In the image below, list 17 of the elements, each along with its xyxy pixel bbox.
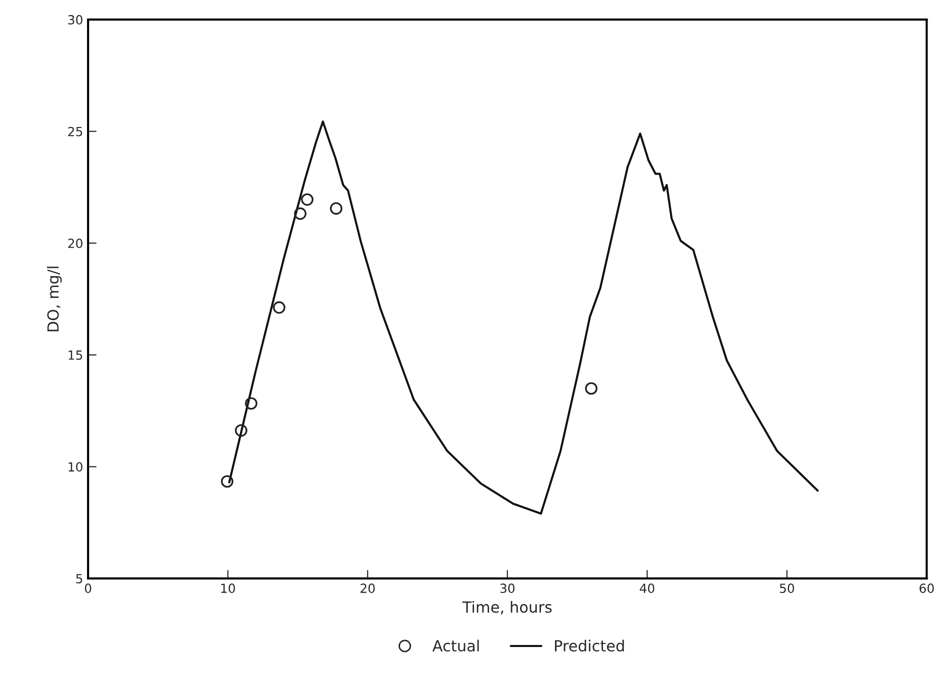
y-tick-label: 30 (68, 15, 82, 24)
y-tick-label: 15 (68, 350, 82, 360)
x-tick-label: 30 (500, 584, 515, 594)
y-tick-label: 10 (68, 462, 82, 472)
y-axis-title: DO, mg/l (46, 266, 62, 332)
legend-label: Predicted (555, 640, 624, 652)
x-tick-label: 60 (920, 584, 934, 594)
y-tick-label: 20 (68, 238, 82, 248)
x-tick-label: 40 (640, 584, 654, 594)
y-tick-label: 5 (76, 574, 82, 584)
y-tick-label: 25 (68, 126, 82, 136)
x-axis-title: Time, hours (462, 600, 552, 614)
x-tick-label: 50 (780, 584, 794, 594)
legend-label: Actual (432, 640, 479, 652)
x-tick-label: 20 (360, 584, 375, 594)
x-tick-label: 0 (84, 584, 92, 594)
x-tick-label: 10 (221, 584, 235, 594)
